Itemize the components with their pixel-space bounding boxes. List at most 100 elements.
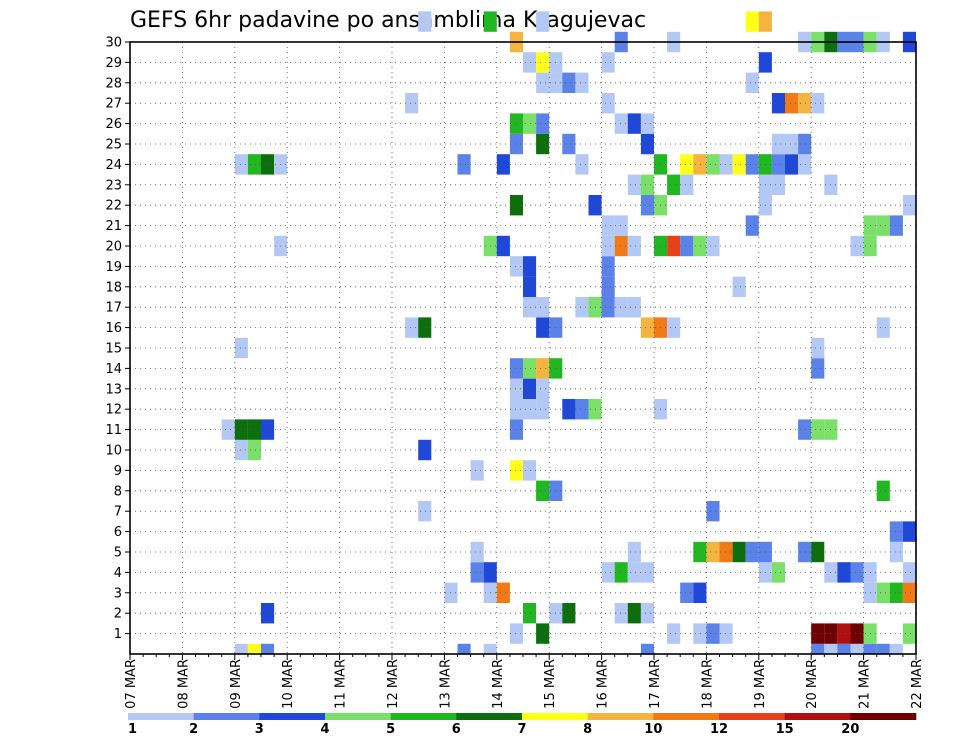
heatmap-cell bbox=[405, 317, 419, 338]
heatmap-cell bbox=[496, 154, 510, 175]
heatmap-cell bbox=[680, 174, 694, 195]
heatmap-cell bbox=[719, 154, 733, 175]
heatmap-cell bbox=[523, 256, 537, 277]
heatmap-cell bbox=[876, 480, 890, 501]
colorbar-swatch bbox=[325, 713, 391, 720]
heatmap-cell bbox=[614, 297, 628, 318]
heatmap-cell bbox=[483, 643, 497, 654]
heatmap-cell bbox=[811, 623, 825, 644]
grid-lines bbox=[130, 42, 916, 654]
heatmap-cell bbox=[483, 11, 497, 32]
y-tick-label: 15 bbox=[105, 342, 122, 357]
heatmap-cell bbox=[496, 582, 510, 603]
heatmap-cell bbox=[706, 541, 720, 563]
y-tick-label: 24 bbox=[105, 158, 122, 173]
heatmap-cell bbox=[771, 174, 785, 195]
heatmap-cell bbox=[575, 399, 589, 420]
x-tick-label: 10 MAR bbox=[281, 659, 296, 709]
colorbar-legend: 1 2 3 4 5 6 7 8 10 12 15 20 bbox=[128, 713, 917, 737]
heatmap-cell bbox=[706, 501, 720, 522]
heatmap-cell bbox=[745, 541, 759, 563]
heatmap-cell bbox=[876, 215, 890, 236]
heatmap-cell bbox=[509, 378, 523, 399]
heatmap-cell bbox=[601, 562, 615, 583]
colorbar-swatch bbox=[522, 713, 588, 720]
chart-title: GEFS 6hr padavine po ansamblima Kragujev… bbox=[130, 8, 646, 33]
heatmap-cell bbox=[614, 603, 628, 624]
y-tick-label: 28 bbox=[105, 76, 122, 91]
heatmap-cell bbox=[667, 317, 681, 338]
colorbar-label: 20 bbox=[841, 722, 859, 737]
heatmap-cell bbox=[640, 195, 654, 216]
heatmap-cell bbox=[536, 113, 550, 134]
heatmap-cell bbox=[536, 378, 550, 399]
colorbar-swatch bbox=[259, 713, 326, 720]
heatmap-cell bbox=[536, 133, 550, 155]
heatmap-cell bbox=[536, 623, 550, 644]
heatmap-cell bbox=[234, 643, 248, 654]
heatmap-cell bbox=[640, 562, 654, 583]
colorbar-swatch bbox=[390, 713, 457, 720]
y-tick-label: 3 bbox=[114, 586, 122, 601]
x-tick-label: 07 MAR bbox=[124, 659, 139, 709]
heatmap-cell bbox=[719, 623, 733, 644]
heatmap-cell bbox=[667, 235, 681, 257]
y-tick-label: 12 bbox=[105, 403, 122, 418]
heatmap-cell bbox=[771, 562, 785, 583]
heatmap-cell bbox=[470, 460, 484, 481]
y-tick-label: 19 bbox=[105, 260, 122, 275]
heatmap-cell bbox=[418, 11, 432, 32]
y-tick-label: 18 bbox=[105, 280, 122, 295]
x-tick-label: 08 MAR bbox=[176, 659, 191, 709]
y-tick-label: 13 bbox=[105, 382, 122, 397]
heatmap-cell bbox=[496, 235, 510, 257]
heatmap-cell bbox=[614, 562, 628, 583]
heatmap-cell bbox=[771, 154, 785, 175]
heatmap-cell bbox=[876, 317, 890, 338]
heatmap-cell bbox=[745, 154, 759, 175]
x-tick-label: 12 MAR bbox=[386, 659, 401, 709]
heatmap-cell bbox=[798, 419, 812, 440]
heatmap-cell bbox=[889, 541, 903, 563]
heatmap-cell bbox=[902, 521, 916, 542]
heatmap-cell bbox=[418, 317, 432, 338]
colorbar-label: 1 bbox=[128, 722, 137, 737]
heatmap-cell bbox=[719, 541, 733, 563]
heatmap-cell bbox=[640, 317, 654, 338]
heatmap-cell bbox=[902, 582, 916, 603]
heatmap-cell bbox=[247, 419, 261, 440]
heatmap-cell bbox=[706, 235, 720, 257]
heatmap-cell bbox=[536, 480, 550, 501]
heatmap-cell bbox=[850, 562, 864, 583]
colorbar-swatch bbox=[653, 713, 720, 720]
heatmap-cell bbox=[627, 174, 641, 195]
heatmap-cell bbox=[601, 52, 615, 73]
heatmap-cells bbox=[221, 11, 916, 654]
y-tick-label: 16 bbox=[105, 321, 122, 336]
colorbar-label: 6 bbox=[452, 722, 461, 737]
colorbar-swatch bbox=[128, 713, 194, 720]
y-tick-label: 7 bbox=[114, 505, 122, 520]
colorbar-label: 15 bbox=[776, 722, 794, 737]
y-tick-label: 23 bbox=[105, 178, 122, 193]
heatmap-cell bbox=[247, 154, 261, 175]
x-tick-label: 11 MAR bbox=[334, 659, 349, 709]
y-tick-label: 29 bbox=[105, 56, 122, 71]
heatmap-cell bbox=[509, 256, 523, 277]
x-tick-label: 22 MAR bbox=[910, 659, 925, 709]
heatmap-cell bbox=[418, 501, 432, 522]
colorbar-swatch bbox=[850, 713, 917, 720]
x-axis: 07 MAR 08 MAR 09 MAR 10 MAR 11 MAR 12 MAR 13 M… bbox=[124, 654, 925, 709]
heatmap-cell bbox=[745, 72, 759, 93]
heatmap-cell bbox=[234, 337, 248, 359]
heatmap-cell bbox=[640, 133, 654, 155]
heatmap-cell bbox=[509, 460, 523, 481]
colorbar-swatch bbox=[784, 713, 851, 720]
heatmap-cell bbox=[785, 93, 799, 114]
heatmap-cell bbox=[536, 52, 550, 73]
heatmap-cell bbox=[693, 623, 707, 644]
heatmap-cell bbox=[785, 133, 799, 155]
heatmap-cell bbox=[536, 317, 550, 338]
heatmap-cell bbox=[418, 439, 432, 461]
heatmap-cell bbox=[640, 113, 654, 134]
